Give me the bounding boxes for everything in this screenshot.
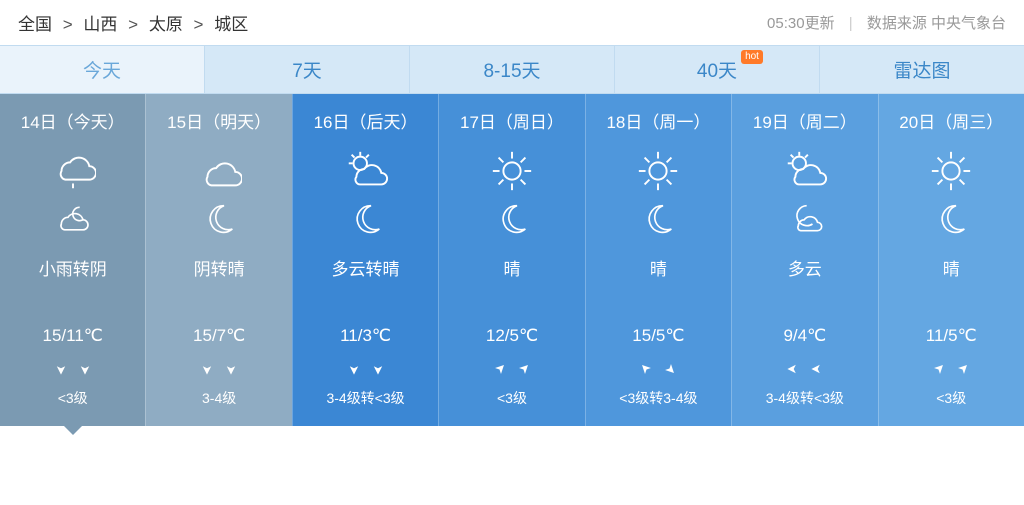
wind-level: <3级: [497, 388, 527, 408]
wind-arrow-icon: [347, 362, 361, 380]
wind-arrow-icon: [78, 362, 92, 380]
temperature: 11/5℃: [926, 326, 977, 346]
day-weather-icon: [635, 147, 681, 195]
temperature: 11/3℃: [340, 326, 391, 346]
forecast-day-4[interactable]: 18日（周一） 晴 15/5℃ <3级转3-4级: [585, 94, 731, 426]
day-date-label: 18日（周一）: [606, 108, 710, 133]
day-weather-icon: [50, 147, 96, 195]
weather-desc: 晴: [943, 255, 960, 280]
hot-badge: hot: [741, 50, 763, 64]
night-weather-icon: [199, 197, 239, 241]
day-date-label: 19日（周二）: [753, 108, 857, 133]
meta-divider: |: [849, 15, 853, 32]
day-weather-icon: [928, 147, 974, 195]
temperature: 15/7℃: [193, 326, 245, 346]
wind-direction: [347, 362, 385, 380]
wind-arrow-icon: [639, 362, 653, 380]
forecast-days: 14日（今天）小雨转阴15/11℃<3级15日（明天）阴转晴15/7℃3-4级1…: [0, 94, 1024, 426]
wind-arrow-icon: [493, 362, 507, 380]
forecast-day-6[interactable]: 20日（周三） 晴 11/5℃ <3级: [878, 94, 1024, 426]
wind-arrow-icon: [517, 362, 531, 380]
data-source: 数据来源 中央气象台: [867, 15, 1006, 32]
forecast-day-3[interactable]: 17日（周日） 晴 12/5℃ <3级: [438, 94, 584, 426]
day-weather-icon: [782, 147, 828, 195]
weather-desc: 小雨转阴: [39, 255, 107, 280]
day-date-label: 20日（周三）: [899, 108, 1003, 133]
breadcrumb-separator: >: [128, 15, 138, 34]
wind-arrow-icon: [54, 362, 68, 380]
day-weather-icon: [196, 147, 242, 195]
tab-0[interactable]: 今天: [0, 45, 204, 94]
forecast-day-2[interactable]: 16日（后天） 多云转晴 11/3℃ 3-4级转<3级: [292, 94, 438, 426]
day-date-label: 14日（今天）: [21, 108, 125, 133]
weather-desc: 晴: [650, 255, 667, 280]
breadcrumb-item[interactable]: 山西: [83, 15, 117, 34]
day-weather-icon: [489, 147, 535, 195]
night-weather-icon: [785, 197, 825, 241]
forecast-day-1[interactable]: 15日（明天） 阴转晴 15/7℃ 3-4级: [145, 94, 291, 426]
wind-arrow-icon: [224, 362, 238, 380]
tab-1[interactable]: 7天: [204, 45, 409, 94]
update-time: 05:30更新: [767, 15, 835, 32]
wind-arrow-icon: [786, 362, 800, 380]
wind-level: 3-4级: [202, 388, 236, 408]
temperature: 9/4℃: [783, 326, 826, 346]
breadcrumb-current: 城区: [214, 15, 248, 34]
temperature: 12/5℃: [486, 326, 538, 346]
wind-level: <3级: [936, 388, 966, 408]
breadcrumb-item[interactable]: 全国: [18, 15, 52, 34]
breadcrumb-item[interactable]: 太原: [149, 15, 183, 34]
wind-level: 3-4级转<3级: [326, 388, 404, 408]
breadcrumb: 全国 > 山西 > 太原 > 城区: [18, 10, 248, 35]
day-date-label: 15日（明天）: [167, 108, 271, 133]
tab-2[interactable]: 8-15天: [409, 45, 614, 94]
night-weather-icon: [638, 197, 678, 241]
weather-desc: 多云: [788, 255, 822, 280]
forecast-day-0[interactable]: 14日（今天） 小雨转阴 15/11℃ <3级: [0, 94, 145, 426]
wind-level: 3-4级转<3级: [766, 388, 844, 408]
night-weather-icon: [346, 197, 386, 241]
night-weather-icon: [53, 197, 93, 241]
wind-arrow-icon: [371, 362, 385, 380]
range-tabs: 今天7天8-15天40天hot雷达图: [0, 45, 1024, 94]
weather-desc: 阴转晴: [194, 255, 245, 280]
wind-direction: [786, 362, 824, 380]
forecast-day-5[interactable]: 19日（周二） 多云 9/4℃ 3-4级转<3级: [731, 94, 877, 426]
breadcrumb-separator: >: [63, 15, 73, 34]
wind-level: <3级: [58, 388, 88, 408]
day-weather-icon: [343, 147, 389, 195]
header-bar: 全国 > 山西 > 太原 > 城区 05:30更新 | 数据来源 中央气象台: [0, 0, 1024, 45]
header-meta: 05:30更新 | 数据来源 中央气象台: [767, 12, 1006, 33]
tab-3[interactable]: 40天hot: [614, 45, 819, 94]
wind-direction: [639, 362, 677, 380]
wind-arrow-icon: [932, 362, 946, 380]
temperature: 15/5℃: [632, 326, 684, 346]
night-weather-icon: [492, 197, 532, 241]
weather-desc: 多云转晴: [332, 255, 400, 280]
weather-desc: 晴: [503, 255, 520, 280]
wind-level: <3级转3-4级: [619, 388, 697, 408]
wind-arrow-icon: [663, 362, 677, 380]
day-date-label: 17日（周日）: [460, 108, 564, 133]
wind-direction: [493, 362, 531, 380]
day-date-label: 16日（后天）: [314, 108, 418, 133]
wind-arrow-icon: [810, 362, 824, 380]
wind-arrow-icon: [200, 362, 214, 380]
wind-direction: [200, 362, 238, 380]
breadcrumb-separator: >: [194, 15, 204, 34]
wind-arrow-icon: [956, 362, 970, 380]
tab-4[interactable]: 雷达图: [819, 45, 1024, 94]
temperature: 15/11℃: [43, 326, 103, 346]
wind-direction: [54, 362, 92, 380]
night-weather-icon: [931, 197, 971, 241]
wind-direction: [932, 362, 970, 380]
